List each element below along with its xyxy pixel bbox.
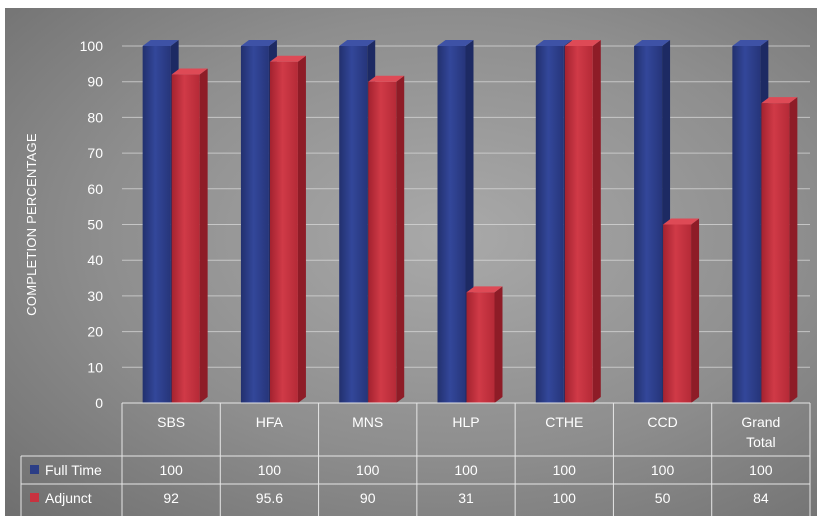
legend-label-adjunct: Adjunct (45, 490, 92, 506)
category-label: HLP (452, 414, 479, 430)
chart-area: 0 10 20 30 40 50 60 70 80 90 100 COMPLETION PERCENT… (5, 8, 817, 516)
table-cell-value: 100 (258, 462, 282, 478)
category-label: CCD (647, 414, 677, 430)
y-tick-label: 60 (87, 181, 103, 197)
y-tick-label: 100 (80, 38, 104, 54)
legend-label-full-time: Full Time (45, 462, 102, 478)
y-tick-label: 40 (87, 252, 103, 268)
bar-adjunct (564, 40, 601, 403)
table-cell-value: 95.6 (256, 490, 283, 506)
y-axis-title: COMPLETION PERCENTAGE (24, 133, 39, 316)
table-cell-value: 100 (553, 462, 577, 478)
table-cell-value: 92 (163, 490, 179, 506)
y-tick-label: 30 (87, 288, 103, 304)
table-cell-value: 50 (655, 490, 671, 506)
category-label: CTHE (545, 414, 583, 430)
bar-adjunct (761, 97, 798, 404)
y-tick-label: 90 (87, 74, 103, 90)
y-tick-label: 10 (87, 359, 103, 375)
bar-adjunct (466, 286, 503, 403)
bar-adjunct (368, 75, 405, 403)
category-label: MNS (352, 414, 383, 430)
y-tick-label: 80 (87, 109, 103, 125)
legend-swatch-adjunct (30, 493, 39, 502)
table-cell-value: 100 (356, 462, 380, 478)
table-cell-value: 90 (360, 490, 376, 506)
y-tick-label: 20 (87, 324, 103, 340)
table-cell-value: 100 (749, 462, 773, 478)
bar-adjunct (663, 218, 700, 403)
category-label: SBS (157, 414, 185, 430)
y-tick-label: 0 (95, 395, 103, 411)
table-cell-value: 100 (159, 462, 183, 478)
table-cell-value: 84 (753, 490, 769, 506)
table-cell-value: 100 (651, 462, 675, 478)
bar-adjunct (269, 55, 306, 403)
category-label: Grand Total (741, 414, 780, 450)
table-cell-value: 100 (454, 462, 478, 478)
legend-swatch-full-time (30, 465, 39, 474)
bar-adjunct (171, 68, 208, 403)
bar-chart: 0 10 20 30 40 50 60 70 80 90 100 COMPLETION PERCENT… (20, 38, 811, 516)
category-label: HFA (256, 414, 284, 430)
table-cell-value: 31 (458, 490, 474, 506)
table-cell-value: 100 (553, 490, 577, 506)
y-tick-label: 50 (87, 217, 103, 233)
y-tick-label: 70 (87, 145, 103, 161)
